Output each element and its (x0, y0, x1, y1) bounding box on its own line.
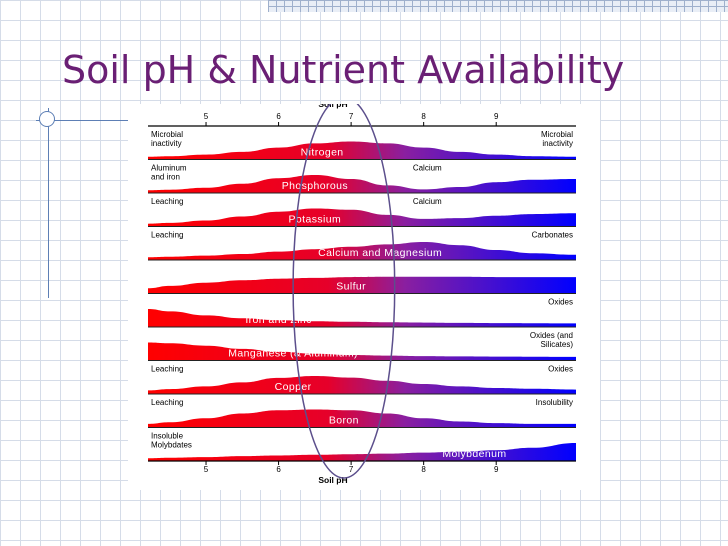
axis-label: Soil pH (318, 104, 347, 109)
nutrient-row: Calcium and Magnesium Leaching Carbonates (148, 231, 576, 261)
slide-title: Soil pH & Nutrient Availability (62, 48, 625, 92)
tick-label: 5 (204, 112, 209, 121)
tick-label: 8 (421, 465, 426, 474)
left-limit-label: Leaching (151, 398, 183, 407)
nutrient-label: Calcium and Magnesium (318, 247, 442, 259)
left-limit-label: Leaching (151, 231, 183, 240)
tick-label: 9 (494, 465, 499, 474)
nutrient-label: Molybdenum (442, 448, 506, 460)
tick-label: 8 (421, 112, 426, 121)
nutrient-label: Manganese (& Aluminum) (228, 348, 358, 360)
nutrient-label: Boron (329, 415, 359, 427)
tick-label: 7 (349, 465, 354, 474)
tick-label: 9 (494, 112, 499, 121)
top-axis: 5 6 7 8 9 Soil pH (148, 104, 576, 127)
nutrient-band (148, 208, 576, 227)
tick-label: 7 (349, 112, 354, 121)
nutrient-band (148, 175, 576, 193)
nutrient-rows: Nitrogen Microbial inactivity Microbial inac… (148, 130, 576, 462)
right-limit-label: Oxides (548, 365, 573, 374)
nutrient-band (148, 141, 576, 160)
nutrient-row: Boron Leaching Insolubility (148, 398, 576, 429)
nutrient-row: Nitrogen Microbial inactivity Microbial inac… (148, 130, 576, 161)
right-limit-label: Oxides (548, 298, 573, 307)
nutrient-label: Iron and Zinc (245, 314, 311, 326)
right-limit-label: Oxides (and Silicates) (530, 331, 573, 349)
nutrient-label: Copper (275, 381, 312, 393)
left-limit-label: Insoluble Molybdates (151, 432, 192, 450)
nutrient-availability-chart: 5 6 7 8 9 Soil pH Nitrogen Microbial inactivity… (148, 104, 576, 485)
decorative-line-horizontal (36, 120, 128, 121)
nutrient-label: Sulfur (336, 281, 366, 293)
nutrient-band (148, 409, 576, 428)
nutrient-row: Molybdenum Insoluble Molybdates (148, 432, 576, 462)
bottom-axis: 5 6 7 8 9 Soil pH (148, 460, 576, 485)
nutrient-row: Potassium Leaching Calcium (148, 197, 576, 228)
right-limit-label: Calcium (413, 197, 442, 206)
right-limit-label: Microbial inactivity (541, 130, 573, 148)
nutrient-band (148, 276, 576, 294)
nutrient-row: Copper Leaching Oxides (148, 365, 576, 395)
tick-label: 6 (276, 112, 281, 121)
left-limit-label: Leaching (151, 365, 183, 374)
optimal-ph-ellipse (292, 104, 396, 479)
nutrient-row: Phosphorous Aluminum and iron Calcium (148, 164, 576, 194)
axis-label: Soil pH (318, 475, 347, 485)
nutrient-label: Nitrogen (301, 147, 344, 159)
tick-label: 5 (204, 465, 209, 474)
nutrient-row: Sulfur (148, 276, 576, 295)
nutrient-band (148, 309, 576, 327)
decorative-line-vertical (48, 108, 49, 298)
corner-grid-decoration (268, 0, 728, 12)
nutrient-label: Phosphorous (282, 180, 348, 192)
decorative-circle-icon (39, 111, 55, 127)
nutrient-row: Manganese (& Aluminum) Oxides (and Silicat… (148, 331, 576, 362)
right-limit-label: Calcium (413, 164, 442, 173)
left-limit-label: Aluminum and iron (151, 164, 187, 182)
tick-label: 6 (276, 465, 281, 474)
right-limit-label: Carbonates (532, 231, 573, 240)
chart-panel: 5 6 7 8 9 Soil pH Nitrogen Microbial inactivity… (128, 104, 600, 490)
nutrient-band (148, 376, 576, 394)
nutrient-band (148, 443, 576, 461)
nutrient-band (148, 242, 576, 260)
right-limit-label: Insolubility (536, 398, 573, 407)
nutrient-label: Potassium (289, 214, 342, 226)
nutrient-band (148, 342, 576, 361)
nutrient-row: Iron and Zinc Oxides (148, 298, 576, 328)
left-limit-label: Microbial inactivity (151, 130, 183, 148)
left-limit-label: Leaching (151, 197, 183, 206)
